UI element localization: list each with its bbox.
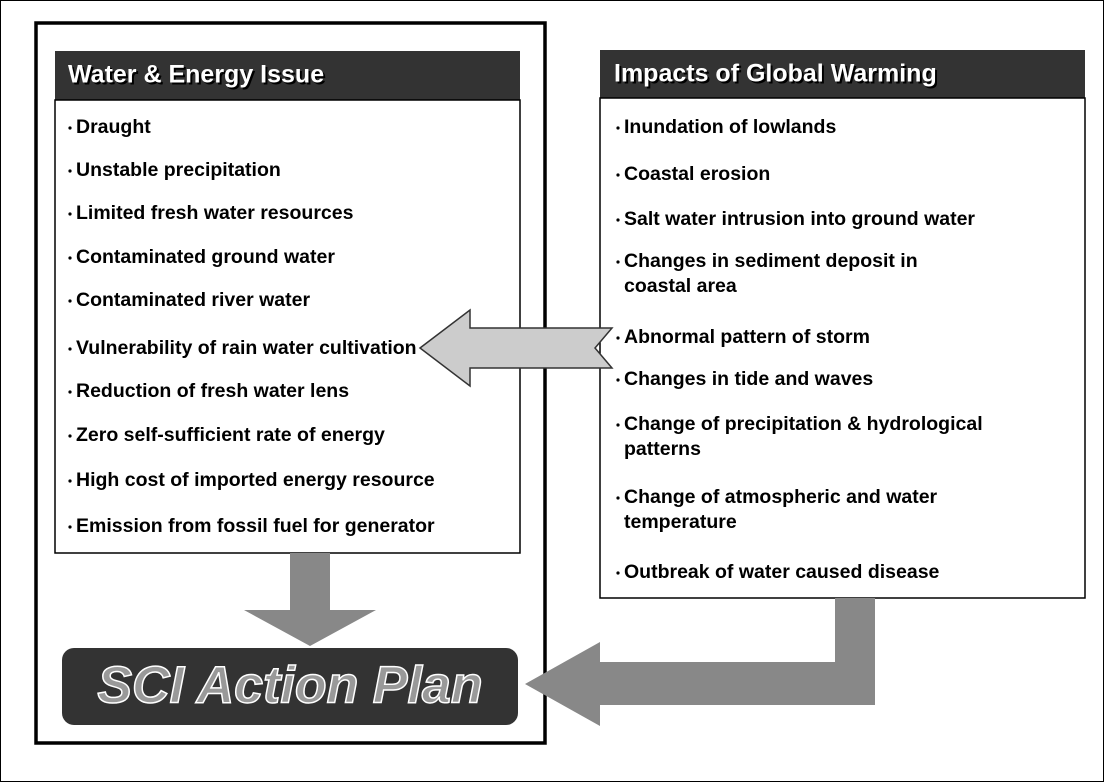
list-item: Salt water intrusion into ground water bbox=[624, 208, 975, 230]
bullet bbox=[616, 173, 620, 177]
bullet bbox=[68, 525, 72, 529]
list-item: Emission from fossil fuel for generator bbox=[76, 515, 435, 537]
list-item: temperature bbox=[624, 511, 737, 533]
list-item: Change of atmospheric and water bbox=[624, 486, 938, 508]
result-label: SCI Action Plan bbox=[97, 657, 482, 715]
bullet bbox=[616, 336, 620, 340]
list-item: Draught bbox=[76, 116, 151, 138]
list-item: Unstable precipitation bbox=[76, 159, 281, 181]
list-item: Contaminated river water bbox=[76, 289, 310, 311]
right-title-shadow: Impacts of Global Warming bbox=[616, 62, 939, 90]
list-item: Coastal erosion bbox=[624, 163, 770, 185]
bullet bbox=[68, 212, 72, 216]
list-item: Inundation of lowlands bbox=[624, 116, 836, 138]
bullet bbox=[68, 390, 72, 394]
bullet bbox=[616, 496, 620, 500]
arrow-elbow bbox=[525, 598, 875, 726]
list-item: Changes in sediment deposit in bbox=[624, 250, 918, 272]
list-item: Outbreak of water caused disease bbox=[624, 561, 940, 583]
result-box bbox=[62, 648, 518, 725]
bullet bbox=[68, 299, 72, 303]
list-item: Zero self-sufficient rate of energy bbox=[76, 424, 385, 446]
arrow-left bbox=[418, 308, 614, 388]
bullet bbox=[68, 256, 72, 260]
bullet bbox=[68, 347, 72, 351]
left-title-shadow: Water & Energy Issue bbox=[70, 63, 326, 91]
bullet bbox=[68, 169, 72, 173]
list-item: Contaminated ground water bbox=[76, 246, 335, 268]
right-title: Impacts of Global Warming bbox=[614, 60, 937, 88]
bullet bbox=[616, 571, 620, 575]
bullet bbox=[68, 479, 72, 483]
bullet bbox=[616, 218, 620, 222]
list-item: Reduction of fresh water lens bbox=[76, 380, 349, 402]
list-item: Vulnerability of rain water cultivation bbox=[76, 337, 417, 359]
left-header bbox=[55, 51, 520, 100]
list-item: Changes in tide and waves bbox=[624, 368, 873, 390]
bullet bbox=[616, 126, 620, 130]
right-list-box bbox=[599, 97, 1086, 599]
left-outer-box bbox=[34, 21, 547, 745]
arrow-down bbox=[244, 553, 376, 646]
bullet bbox=[616, 378, 620, 382]
bullet bbox=[616, 423, 620, 427]
left-title: Water & Energy Issue bbox=[68, 61, 324, 89]
right-header bbox=[600, 50, 1085, 98]
bullet bbox=[616, 260, 620, 264]
list-item: Change of precipitation & hydrological bbox=[624, 413, 983, 435]
list-item: Limited fresh water resources bbox=[76, 202, 354, 224]
list-item: coastal area bbox=[624, 275, 737, 297]
list-item: patterns bbox=[624, 438, 701, 460]
bullet bbox=[68, 126, 72, 130]
bullet bbox=[68, 434, 72, 438]
list-item: High cost of imported energy resource bbox=[76, 469, 435, 491]
list-item: Abnormal pattern of storm bbox=[624, 326, 870, 348]
left-list-box bbox=[54, 99, 521, 554]
